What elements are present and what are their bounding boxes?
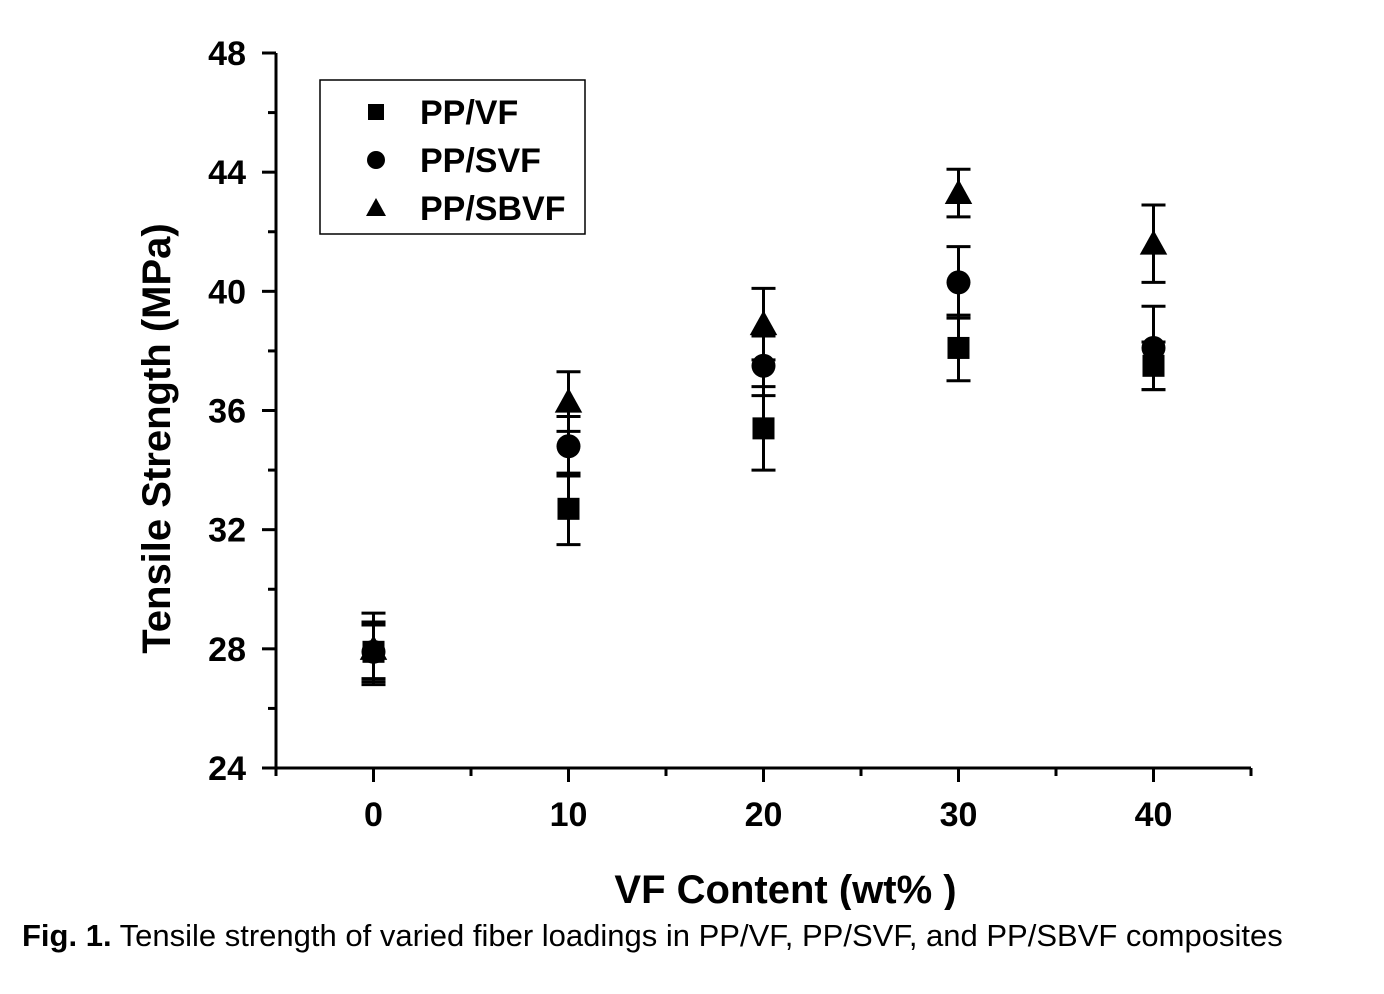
x-tick-label: 20 — [745, 796, 783, 834]
x-tick-label: 10 — [550, 796, 588, 834]
data-point-triangle — [1139, 229, 1168, 255]
data-point-triangle — [944, 179, 973, 205]
data-markers — [359, 179, 1168, 664]
legend-box — [319, 79, 586, 235]
figure-caption: Fig. 1. Tensile strength of varied fiber… — [22, 918, 1372, 954]
y-tick-label: 44 — [208, 154, 246, 192]
data-point-circle — [751, 353, 776, 378]
legend-circle-icon — [367, 151, 385, 169]
legend-label: PP/SVF — [420, 142, 541, 180]
y-axis-title: Tensile Strength (MPa) — [135, 223, 179, 653]
data-point-triangle — [554, 387, 583, 413]
data-point-triangle — [749, 310, 778, 336]
legend-triangle-icon — [366, 198, 386, 216]
data-point-circle — [556, 434, 581, 459]
x-axis-title: VF Content (wt% ) — [614, 868, 956, 910]
x-tick-label: 0 — [364, 796, 383, 834]
y-tick-label: 36 — [208, 393, 246, 431]
figure-caption-text: Tensile strength of varied fiber loading… — [111, 918, 1283, 953]
data-point-square — [557, 497, 580, 520]
data-point-square — [947, 336, 970, 359]
legend-square-icon — [368, 104, 384, 120]
axes: 24 28 32 36 40 44 48 0 10 20 30 40 — [208, 35, 1253, 834]
y-tick-label: 40 — [208, 273, 246, 311]
y-tick-label: 28 — [208, 631, 246, 669]
legend: PP/VF PP/SVF PP/SBVF — [319, 79, 586, 235]
x-tick-label: 40 — [1135, 796, 1173, 834]
data-point-circle — [946, 270, 971, 295]
tensile-strength-chart: 24 28 32 36 40 44 48 0 10 20 30 40 VF Content (wt% … — [135, 35, 1253, 910]
y-tick-label: 24 — [208, 750, 246, 788]
data-point-triangle — [359, 635, 388, 660]
legend-label: PP/SBVF — [420, 190, 565, 228]
x-tick-label: 30 — [940, 796, 978, 834]
legend-label: PP/VF — [420, 94, 518, 132]
data-point-circle — [1141, 335, 1166, 360]
y-tick-label: 48 — [208, 35, 246, 73]
data-point-square — [1142, 354, 1165, 377]
data-point-square — [752, 417, 775, 440]
figure-caption-label: Fig. 1. — [22, 918, 112, 953]
y-tick-label: 32 — [208, 512, 246, 550]
